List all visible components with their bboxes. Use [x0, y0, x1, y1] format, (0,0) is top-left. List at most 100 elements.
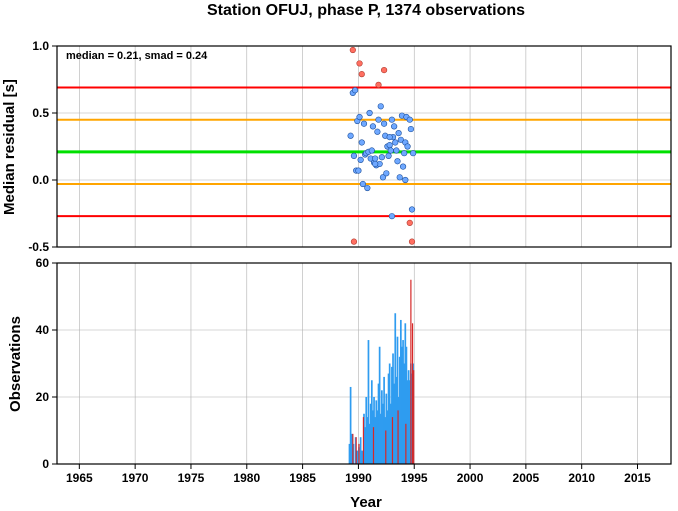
year-x-tick-label: 2005: [513, 471, 540, 485]
observation-bar: [399, 319, 402, 464]
inlier-point: [388, 116, 396, 123]
observation-bar: [361, 450, 364, 464]
observation-bar: [393, 383, 395, 464]
inlier-point: [374, 128, 381, 135]
observation-bar-highlight: [411, 323, 414, 464]
year-x-axis-label: Year: [350, 494, 382, 511]
observation-bar: [383, 376, 385, 464]
observation-bar: [396, 336, 399, 464]
observation-bar: [392, 353, 394, 464]
observations-y-tick-label: 60: [36, 256, 50, 270]
observation-bar: [391, 366, 393, 464]
observation-bar-highlight: [362, 417, 365, 464]
observation-bar: [401, 346, 403, 464]
inlier-point: [397, 136, 404, 143]
inlier-point: [359, 180, 366, 188]
observation-bar: [365, 397, 368, 464]
outlier-point: [349, 46, 356, 54]
observation-bar: [376, 410, 379, 464]
inlier-point: [372, 155, 379, 162]
residual-panel: median = 0.21, smad = 0.24 -0.5 0.0 0.5 1.0…: [1, 39, 672, 254]
outlier-point: [350, 238, 358, 245]
observation-bar-highlight: [355, 437, 357, 464]
observation-bar: [395, 376, 398, 464]
observation-bar: [389, 403, 392, 464]
observation-bar: [349, 386, 352, 464]
inlier-point: [394, 158, 401, 165]
inlier-point: [395, 130, 402, 137]
inlier-point: [350, 152, 358, 159]
inlier-point: [364, 184, 371, 192]
observation-bar: [404, 323, 407, 464]
residual-plot-area: [57, 46, 671, 247]
observation-bar-highlight: [385, 430, 387, 464]
inlier-point: [357, 156, 364, 163]
inlier-point: [386, 142, 393, 149]
observation-bar: [356, 450, 359, 464]
observation-bar: [382, 403, 384, 464]
median-smad-annotation: median = 0.21, smad = 0.24: [66, 50, 208, 62]
inlier-point: [368, 147, 375, 154]
observation-bar: [368, 423, 371, 464]
observations-y-axis-label: Observations: [7, 316, 24, 412]
observation-bar: [388, 363, 391, 464]
inlier-point: [387, 147, 394, 154]
observation-bar: [398, 356, 401, 464]
observation-bar: [385, 393, 388, 464]
year-x-tick-label: 1965: [66, 471, 93, 485]
observation-bar-highlight: [413, 370, 415, 464]
inlier-point: [372, 160, 379, 168]
inlier-point: [351, 87, 359, 94]
observation-bar: [369, 403, 372, 464]
observation-bar: [377, 383, 380, 464]
observation-bar-highlight: [410, 279, 412, 464]
observation-bar: [381, 390, 383, 464]
observation-bar-highlight: [372, 427, 375, 464]
outlier-point: [375, 81, 382, 88]
observation-bar-highlight: [358, 443, 360, 464]
observation-bar: [387, 373, 390, 464]
inlier-point: [401, 150, 408, 157]
year-x-tick-label: 2010: [568, 471, 595, 485]
inlier-point: [378, 154, 385, 161]
observations-frame: [56, 262, 672, 465]
outlier-point: [356, 60, 363, 67]
residual-y-axis-label: Median residual [s]: [1, 79, 18, 215]
inlier-point: [393, 147, 400, 154]
observation-bar: [370, 380, 373, 464]
inlier-point: [408, 206, 416, 213]
observation-bars: [348, 279, 415, 464]
observation-bar: [366, 417, 369, 464]
year-x-tick-label: 1985: [289, 471, 316, 485]
observations-y-tick-label: 20: [36, 390, 50, 404]
inlier-point: [377, 103, 384, 110]
observation-bar: [378, 346, 381, 464]
year-x-ticks: 1965 1970 1975 1980 1985 1990 1995 2000 2005 2010…: [66, 464, 651, 485]
inlier-point: [399, 163, 407, 170]
observation-bar: [364, 427, 366, 464]
observation-bar: [359, 437, 362, 464]
inlier-point: [380, 120, 388, 127]
inlier-point: [383, 170, 390, 177]
outlier-point: [406, 219, 413, 226]
residual-points: [347, 46, 417, 245]
residual-frame: [56, 45, 672, 248]
observation-bar-highlight: [397, 410, 399, 464]
inlier-point: [392, 139, 399, 146]
observation-bar: [374, 417, 377, 464]
observation-bar: [379, 413, 382, 464]
year-x-tick-label: 2015: [624, 471, 651, 485]
year-x-tick-label: 1990: [345, 471, 372, 485]
observations-y-ticks: 0 20 40 60: [36, 256, 57, 471]
year-x-tick-label: 1975: [178, 471, 205, 485]
inlier-point: [407, 125, 414, 133]
observation-bar-highlight: [352, 433, 354, 464]
observation-bar: [405, 346, 408, 464]
year-x-tick-label: 2000: [457, 471, 484, 485]
inlier-point: [379, 174, 387, 181]
observation-bar: [350, 433, 353, 464]
inlier-point: [355, 167, 362, 174]
inlier-point: [396, 174, 403, 181]
observation-bar: [348, 443, 351, 464]
